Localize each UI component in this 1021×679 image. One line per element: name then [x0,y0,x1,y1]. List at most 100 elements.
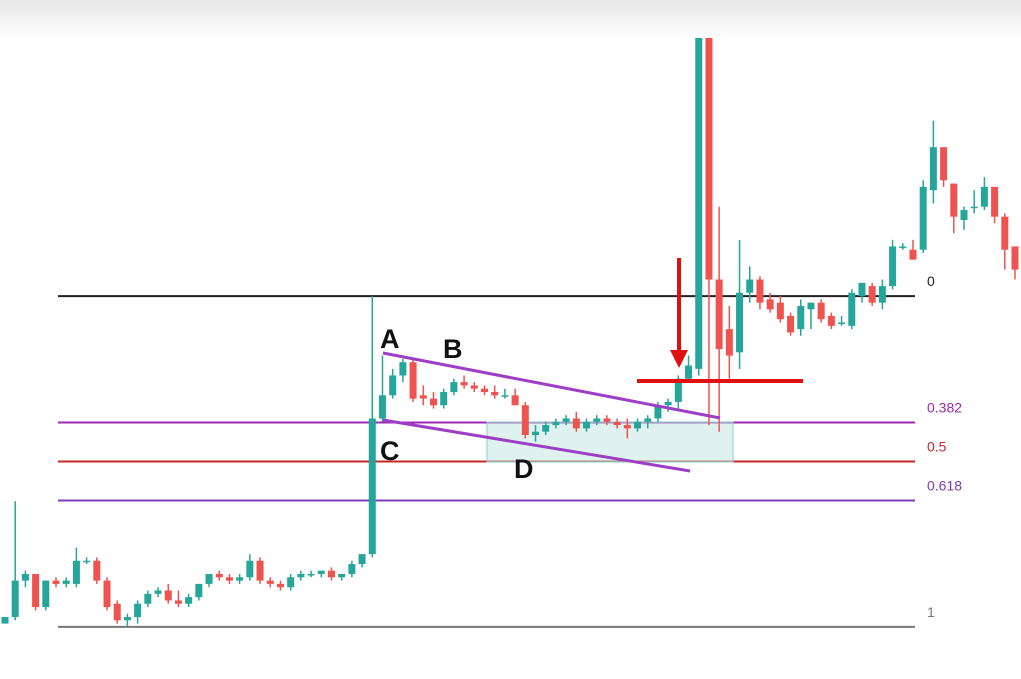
candle-body [532,431,540,436]
candle-body [113,603,121,621]
candle-body [950,183,958,217]
candle-body [562,418,570,422]
candle-body [266,580,274,584]
candle-body [756,279,764,303]
trend-line-upper [382,351,721,420]
candle-body [991,186,999,217]
candle-body [307,573,315,576]
label-b: B [443,334,463,364]
candle-body [470,385,478,389]
candle-body [736,292,744,353]
candle-body [552,421,560,426]
candle-body [358,554,366,565]
candle-body [450,382,458,393]
fib-label: 0 [927,273,935,289]
label-c: C [380,436,400,466]
candle-body [583,421,591,429]
candle-body [766,299,774,310]
candle-body [123,616,131,621]
fib-label: 1 [927,604,935,620]
candle-body [787,315,795,333]
candle-body [634,421,642,429]
candle-body [409,362,417,399]
candle-body [225,577,233,581]
candle-body [572,418,580,429]
fib-label: 0.5 [927,438,947,454]
top-fade [0,0,1021,40]
candle-body [858,282,866,297]
arrow-head [670,350,688,368]
candle-body [93,560,101,581]
candle-body [685,365,693,379]
candle-body [542,425,550,432]
candle-body [327,570,335,578]
candle-body [623,425,631,429]
candle-body [705,38,713,280]
candle-body [695,38,703,369]
candle-body [674,378,682,402]
candle-body [664,401,672,406]
candle-body [613,421,621,426]
candle-body [144,593,152,604]
candle-body [521,405,529,436]
candle-body [297,573,305,578]
candle-body [960,210,968,220]
candle-body [654,405,662,419]
candle-body [1011,246,1019,270]
candle-body [205,573,213,584]
candle-body [970,206,978,209]
candle-body [236,577,244,581]
candle-body [185,597,193,604]
candle-body [348,564,356,574]
candle-body [838,322,846,325]
candle-body [154,590,162,594]
candle-body [338,573,346,578]
candle-body [919,186,927,250]
candle-body [195,583,203,598]
candle-body [491,392,499,396]
candle-body [52,580,60,584]
candle-body [215,573,223,578]
candle-body [1001,216,1009,250]
candle-body [940,147,948,181]
candle-body [807,302,815,310]
fib-label: 0.618 [927,478,962,494]
candle-body [276,583,284,588]
candle-body [899,246,907,248]
candle-body [725,329,733,356]
candle-body [256,560,264,581]
candle-body [62,580,70,584]
candle-body [929,147,937,191]
candle-body [878,286,886,303]
candle-body [317,570,325,574]
candle-body [817,302,825,320]
candle-body [72,560,80,584]
trend-line-lower [382,418,691,473]
candle-body [378,395,386,419]
candle-body [776,302,784,320]
candle-body [501,395,509,397]
candle-body [511,395,519,406]
candle-body [174,600,182,604]
candle-body [83,560,91,563]
candle-body [103,580,111,608]
candle-body [797,305,805,330]
candle-body [368,418,376,555]
fib-label: 0.382 [927,399,962,415]
candle-body [848,292,856,326]
candle-body [246,560,254,578]
candle-body [164,590,172,601]
candle-body [11,580,19,617]
candle-body [399,362,407,376]
candle-body [889,246,897,287]
candle-body [868,286,876,303]
candle-body [429,398,437,406]
candle-body [909,249,917,260]
candle-body [134,603,142,617]
candle-body [980,186,988,207]
candle-body [32,573,40,608]
label-a: A [380,324,400,354]
candle-body [644,418,652,422]
candle-body [440,392,448,406]
